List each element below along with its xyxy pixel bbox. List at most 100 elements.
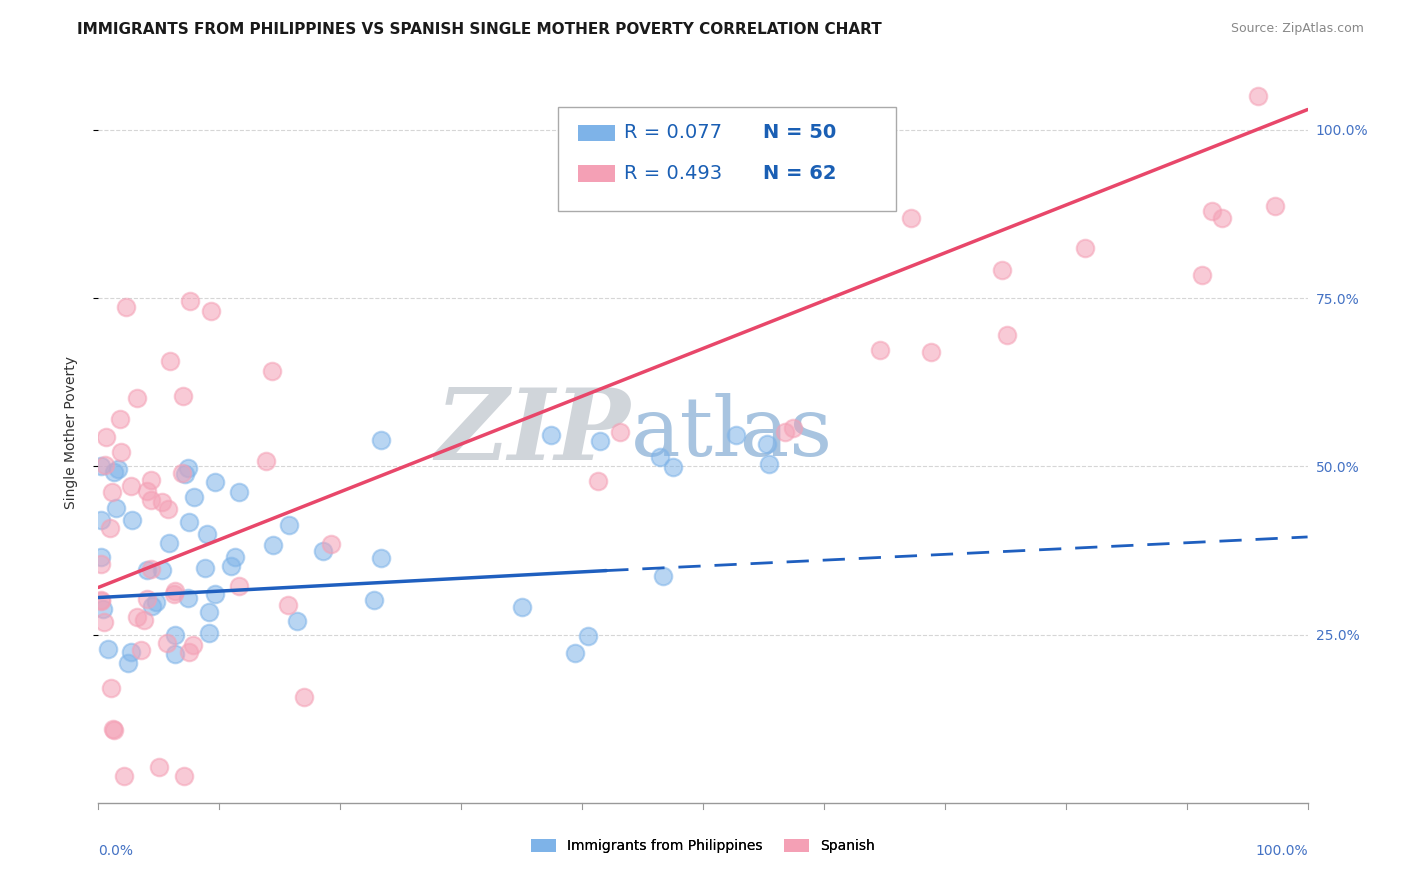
Point	[94, 458, 117, 472]
Text: Source: ZipAtlas.com: Source: ZipAtlas.com	[1230, 22, 1364, 36]
Point	[156, 636, 179, 650]
Point	[173, 769, 195, 783]
Point	[228, 485, 250, 500]
Point	[103, 466, 125, 480]
Point	[277, 599, 299, 613]
Point	[91, 602, 114, 616]
Point	[117, 656, 139, 670]
Point	[1247, 89, 1270, 103]
Point	[183, 490, 205, 504]
Point	[157, 535, 180, 549]
Point	[90, 593, 112, 607]
Point	[991, 263, 1014, 277]
Point	[163, 587, 186, 601]
Point	[120, 479, 142, 493]
Point	[90, 458, 112, 473]
Point	[139, 562, 162, 576]
Text: IMMIGRANTS FROM PHILIPPINES VS SPANISH SINGLE MOTHER POVERTY CORRELATION CHART: IMMIGRANTS FROM PHILIPPINES VS SPANISH S…	[77, 22, 882, 37]
Text: ZIP: ZIP	[436, 384, 630, 481]
Point	[1201, 203, 1223, 218]
Point	[108, 412, 131, 426]
Point	[294, 690, 316, 704]
Point	[120, 645, 142, 659]
Point	[219, 559, 242, 574]
Point	[183, 638, 205, 652]
Point	[758, 457, 780, 471]
Point	[609, 425, 631, 439]
Point	[159, 354, 181, 368]
Point	[165, 628, 187, 642]
Point	[725, 428, 748, 442]
Point	[127, 609, 149, 624]
Point	[177, 461, 200, 475]
Legend: Immigrants from Philippines, Spanish: Immigrants from Philippines, Spanish	[526, 834, 880, 859]
Point	[224, 549, 246, 564]
Point	[101, 722, 124, 736]
Point	[321, 537, 343, 551]
Point	[262, 364, 284, 378]
Point	[782, 421, 804, 435]
Point	[586, 474, 609, 488]
Point	[135, 591, 157, 606]
Point	[129, 643, 152, 657]
Point	[104, 500, 127, 515]
Point	[90, 593, 112, 607]
Point	[195, 527, 218, 541]
Point	[510, 600, 533, 615]
Point	[262, 537, 284, 551]
Point	[177, 591, 200, 605]
Point	[93, 615, 115, 629]
Point	[121, 513, 143, 527]
Point	[90, 550, 112, 565]
Point	[714, 189, 737, 203]
Point	[650, 450, 672, 465]
Point	[139, 473, 162, 487]
Point	[900, 211, 922, 225]
Point	[278, 517, 301, 532]
Point	[148, 760, 170, 774]
Point	[869, 343, 891, 358]
Point	[228, 579, 250, 593]
Point	[363, 593, 385, 607]
Point	[370, 434, 392, 448]
Point	[163, 647, 186, 661]
Text: atlas: atlas	[630, 392, 832, 473]
Point	[755, 437, 778, 451]
Point	[132, 613, 155, 627]
Point	[204, 587, 226, 601]
Point	[163, 583, 186, 598]
Point	[150, 495, 173, 509]
Point	[100, 484, 122, 499]
Point	[995, 328, 1018, 343]
Point	[1211, 211, 1233, 226]
Text: R = 0.077: R = 0.077	[624, 123, 723, 143]
Point	[107, 462, 129, 476]
Point	[773, 425, 796, 440]
Point	[617, 161, 640, 175]
Point	[156, 501, 179, 516]
Point	[197, 605, 219, 619]
Point	[662, 460, 685, 475]
Bar	[578, 125, 614, 141]
Point	[200, 303, 222, 318]
Point	[90, 513, 112, 527]
Point	[576, 629, 599, 643]
Text: 100.0%: 100.0%	[1256, 844, 1308, 857]
Point	[145, 595, 167, 609]
Point	[177, 516, 200, 530]
Point	[177, 645, 200, 659]
Text: N = 62: N = 62	[763, 164, 837, 183]
Point	[1073, 241, 1095, 255]
Point	[1264, 199, 1286, 213]
Point	[139, 492, 162, 507]
Point	[97, 642, 120, 657]
Point	[198, 626, 221, 640]
FancyBboxPatch shape	[558, 107, 897, 211]
Point	[589, 434, 612, 448]
Point	[652, 569, 675, 583]
Point	[150, 563, 173, 577]
Point	[172, 389, 194, 403]
Point	[141, 599, 163, 614]
Point	[920, 345, 942, 359]
Point	[285, 614, 308, 628]
